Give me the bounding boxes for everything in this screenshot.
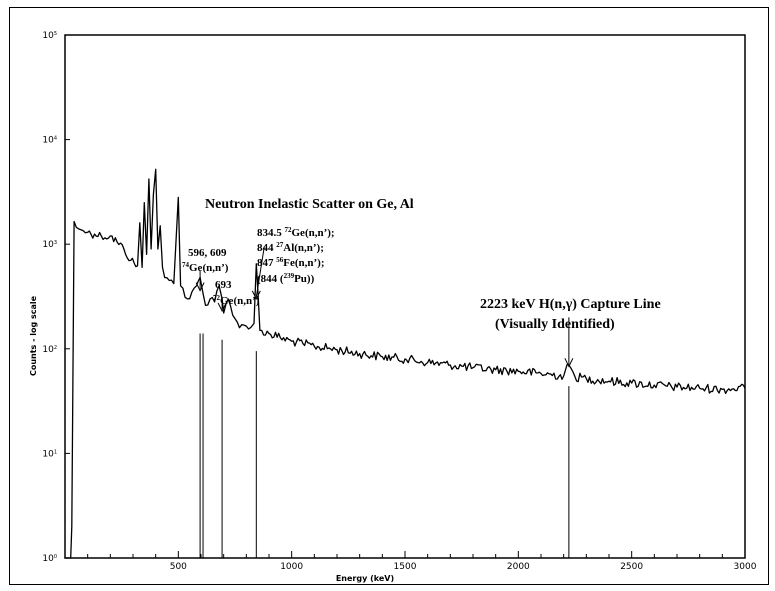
annotation-847-reaction: Fe(n,n’);: [283, 257, 324, 269]
arrow-head: [195, 282, 205, 292]
annotation-847-energy: 847: [257, 257, 276, 269]
x-tick-label: 1000: [280, 562, 303, 572]
annotation-834-reaction: Ge(n,n’);: [292, 227, 335, 239]
annotation-ge72-energy: 693: [215, 279, 232, 291]
y-tick-base: 10: [42, 554, 54, 564]
y-tick-label: 103: [42, 240, 57, 250]
y-tick-base: 10: [42, 345, 54, 355]
annotation-844-energy: 844: [257, 242, 276, 254]
y-axis-label: Counts - log scale: [29, 295, 38, 376]
y-tick-label: 101: [42, 449, 57, 459]
annotation-ge74: 74Ge(n,n’): [182, 261, 229, 274]
arrow-head: [251, 290, 261, 301]
annotation-capture-note: (Visually Identified): [495, 317, 615, 332]
annotation-847-fe: 847 56Fe(n,n’);: [257, 256, 325, 269]
y-tick-base: 10: [42, 240, 54, 250]
annotation-844-pu-sup: 239: [284, 272, 295, 280]
spectrum-line: [65, 168, 746, 559]
annotation-ge74-sup: 74: [182, 261, 190, 269]
y-tick-base: 10: [42, 449, 54, 459]
annotation-834-energy: 834.5: [257, 227, 285, 239]
annotation-834-sup: 72: [285, 226, 293, 234]
x-tick-label: 2000: [507, 562, 530, 572]
y-tick-label: 102: [42, 345, 57, 355]
y-tick-exp: 4: [54, 136, 57, 142]
annotation-arrows: [195, 246, 574, 368]
peak-marker-lines: [199, 333, 570, 558]
y-tick-label: 104: [42, 136, 57, 146]
annotation-ge72-reaction: Ge(n,n’): [220, 295, 260, 307]
y-tick-base: 10: [42, 136, 54, 146]
y-tick-label: 100: [42, 554, 57, 564]
annotation-844-pu-open: (844 (: [257, 273, 284, 285]
annotation-ge74-energies: 596, 609: [188, 247, 227, 259]
y-tick-base: 10: [42, 31, 54, 41]
annotation-ge72-sup: 72: [213, 294, 221, 302]
annotation-834: 834.5 72Ge(n,n’);: [257, 226, 335, 239]
annotation-capture-line: 2223 keV H(n,γ) Capture Line: [480, 297, 661, 312]
x-tick-label: 2500: [620, 562, 643, 572]
y-tick-exp: 1: [54, 449, 57, 455]
annotation-844-pu: (844 (239Pu)): [257, 272, 315, 285]
arrow-head: [217, 302, 227, 313]
annotation-main: Neutron Inelastic Scatter on Ge, Al: [205, 197, 414, 212]
x-tick-label: 500: [170, 562, 187, 572]
x-axis-label: Energy (keV): [336, 574, 394, 583]
y-tick-label: 105: [42, 31, 57, 41]
x-tick-label: 3000: [734, 562, 757, 572]
y-tick-exp: 0: [54, 554, 57, 560]
annotation-844-sup: 27: [276, 241, 284, 249]
annotation-844-pu-close: Pu)): [294, 273, 315, 285]
annotation-844-reaction: Al(n,n’);: [283, 242, 324, 254]
y-tick-exp: 2: [54, 345, 57, 351]
annotation-ge74-reaction: Ge(n,n’): [189, 262, 229, 274]
annotation-844-al: 844 27Al(n,n’);: [257, 241, 324, 254]
x-tick-label: 1500: [394, 562, 417, 572]
x-axis: 500 1000 1500 2000 2500 3000: [87, 551, 757, 572]
annotation-ge72: 72Ge(n,n’): [213, 294, 260, 307]
arrow-shaft: [255, 246, 265, 297]
annotation-847-sup: 56: [276, 256, 284, 264]
y-tick-exp: 5: [54, 31, 57, 37]
y-tick-exp: 3: [54, 240, 57, 246]
arrow-head: [564, 358, 574, 368]
figure-frame: 100 101 102 103 104 105 500 1000 1500 2000 2500 30…: [9, 7, 769, 585]
